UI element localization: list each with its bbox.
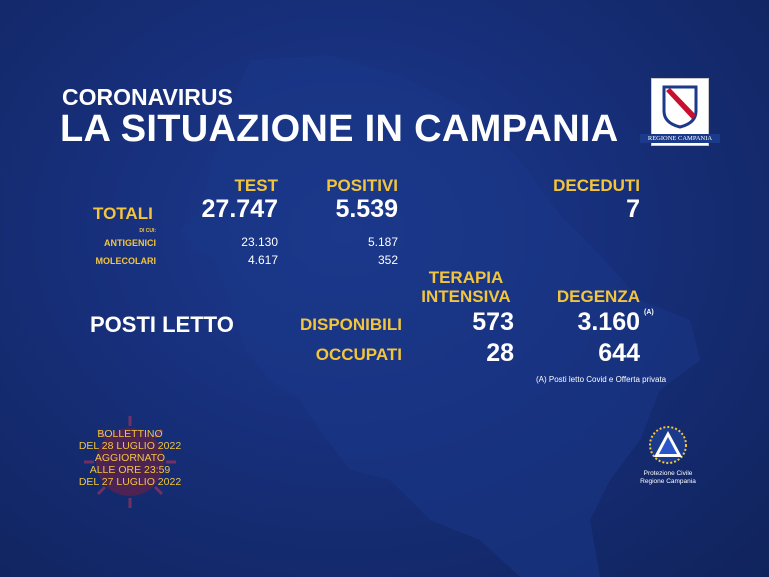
page-subtitle: CORONAVIRUS — [62, 84, 233, 110]
antigenici-test-value: 23.130 — [241, 235, 278, 249]
logo-caption: REGIONE CAMPANIA — [640, 134, 720, 143]
posti-letto-label: POSTI LETTO — [90, 312, 234, 337]
bulletin-line2: DEL 28 LUGLIO 2022 — [78, 440, 182, 452]
coat-of-arms-icon — [662, 85, 698, 129]
bulletin-info: BOLLETTINO DEL 28 LUGLIO 2022 AGGIORNATO… — [70, 428, 190, 488]
bulletin-line5: DEL 27 LUGLIO 2022 — [78, 476, 182, 488]
molecolari-positivi-value: 352 — [377, 253, 398, 267]
page-title: LA SITUAZIONE IN CAMPANIA — [60, 108, 619, 150]
bulletin-line1: BOLLETTINO — [97, 428, 163, 440]
occupati-terapia-value: 28 — [486, 339, 514, 367]
column-header-test: TEST — [234, 176, 278, 195]
column-header-positivi: POSITIVI — [326, 176, 398, 195]
protezione-line1: Protezione Civile — [643, 470, 693, 477]
terapia-header-line1: TERAPIA — [428, 268, 504, 287]
degenza-header: DEGENZA — [556, 287, 640, 306]
disponibili-label: DISPONIBILI — [299, 315, 402, 334]
protezione-line2: Regione Campania — [640, 477, 696, 485]
antigenici-label: ANTIGENICI — [103, 238, 156, 248]
totali-positivi-value: 5.539 — [335, 195, 398, 223]
disponibili-terapia-value: 573 — [472, 308, 514, 336]
antigenici-positivi-value: 5.187 — [367, 235, 398, 249]
protezione-civile-logo-icon — [649, 426, 687, 464]
degenza-note-marker: (A) — [644, 309, 654, 316]
bulletin-line4: ALLE ORE 23:59 — [89, 464, 171, 476]
beds-footnote: (A) Posti letto Covid e Offerta privata — [536, 375, 667, 384]
bulletin-line3: AGGIORNATO — [94, 452, 166, 464]
occupati-degenza-value: 644 — [598, 339, 640, 367]
totali-label: TOTALI — [93, 204, 153, 223]
coronavirus-icon — [84, 416, 176, 508]
molecolari-test-value: 4.617 — [247, 253, 278, 267]
di-cui-label: DI CUI: — [139, 228, 156, 234]
occupati-label: OCCUPATI — [315, 345, 402, 364]
totali-test-value: 27.747 — [201, 195, 278, 223]
terapia-header-line2: INTENSIVA — [421, 287, 511, 306]
protezione-civile-caption: Protezione Civile Regione Campania — [634, 470, 702, 485]
column-header-deceduti: DECEDUTI — [553, 176, 640, 195]
totali-deceduti-value: 7 — [626, 195, 640, 223]
molecolari-label: MOLECOLARI — [95, 256, 157, 266]
disponibili-degenza-value: 3.160 — [577, 308, 640, 336]
